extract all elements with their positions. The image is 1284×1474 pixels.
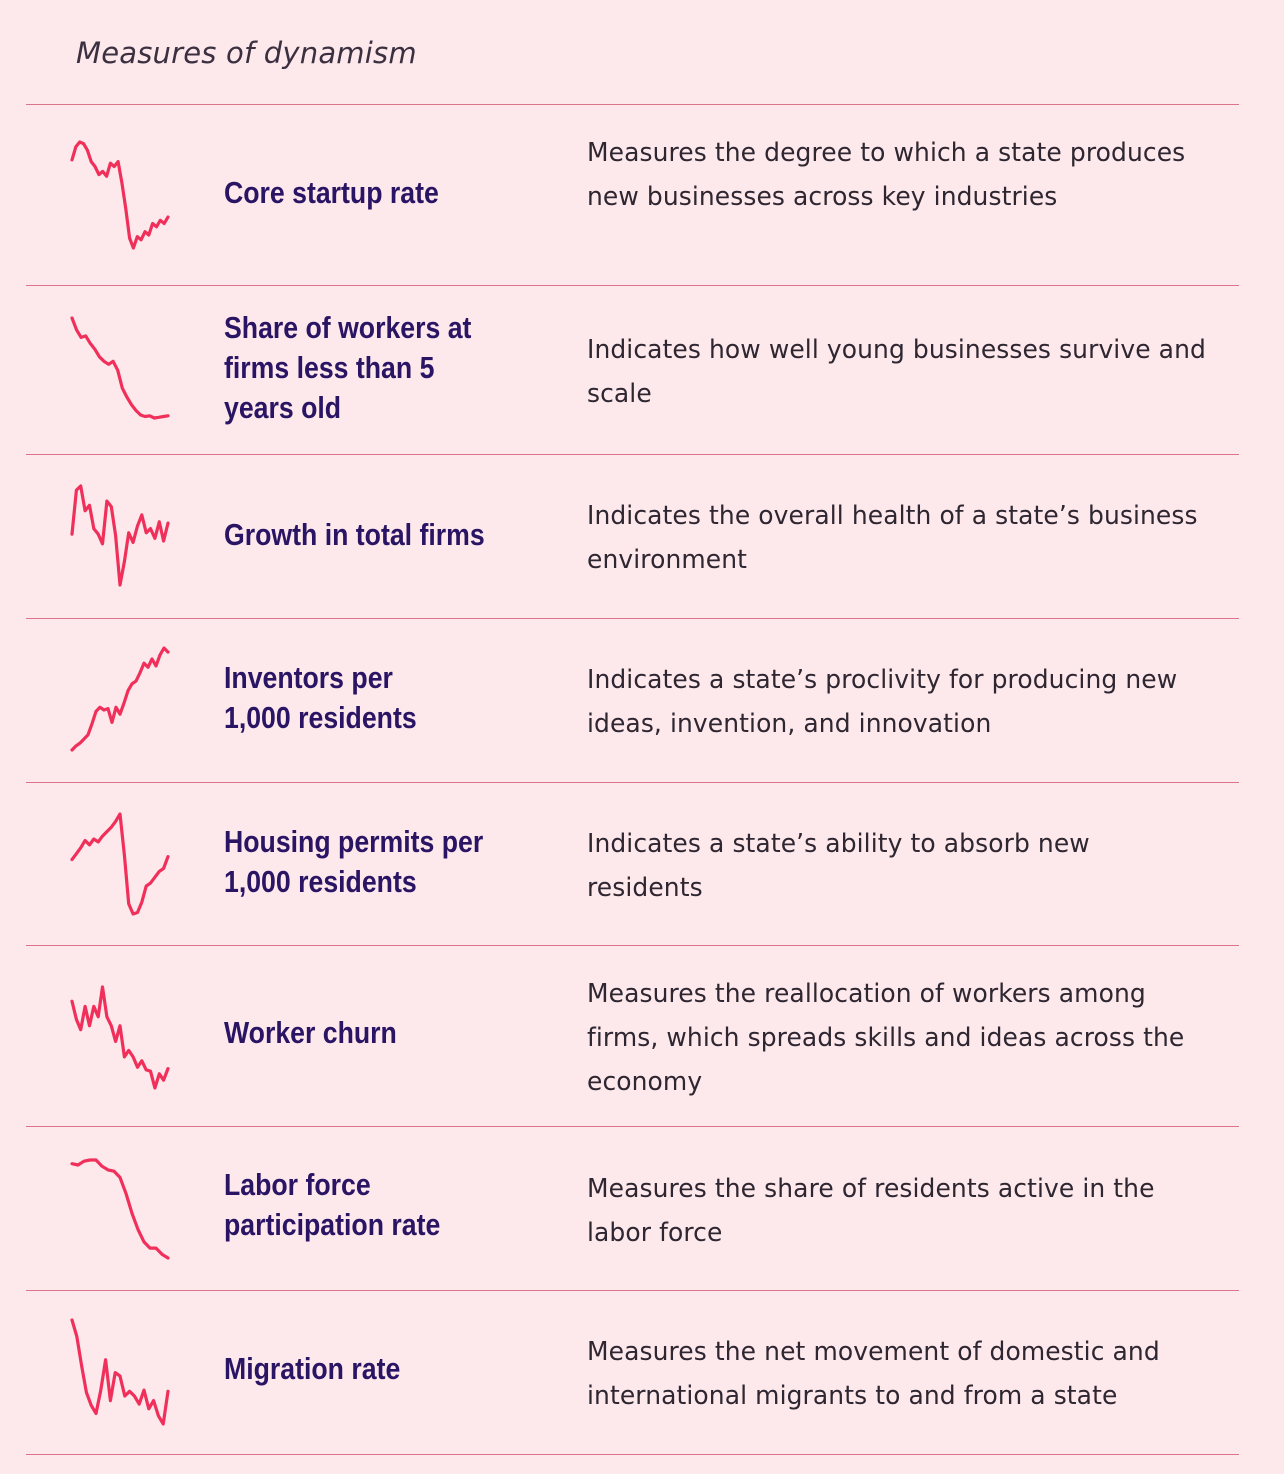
row-divider: [26, 104, 1239, 105]
sparkline-series: [70, 484, 170, 587]
sparkline-series: [70, 1318, 170, 1426]
row-divider: [26, 782, 1239, 783]
sparkline-chart: [70, 140, 170, 250]
row-divider: [26, 1126, 1239, 1127]
metric-title: Share of workers at firms less than 5 ye…: [224, 310, 472, 425]
metric-title: Housing permits per 1,000 residents: [224, 824, 484, 899]
row-divider: [26, 285, 1239, 286]
metric-description: Indicates a state’s ability to absorb ne…: [587, 829, 1090, 903]
row-divider: [26, 454, 1239, 455]
sparkline-chart: [70, 1158, 170, 1260]
metric-title: Worker churn: [224, 1015, 397, 1050]
sparkline-series: [70, 985, 170, 1090]
row-divider: [26, 618, 1239, 619]
page-title: Measures of dynamism: [76, 36, 417, 70]
metric-description: Indicates a state’s proclivity for produ…: [587, 665, 1178, 739]
sparkline-series: [70, 140, 170, 250]
row-divider: [26, 1454, 1239, 1455]
metric-title: Labor force participation rate: [224, 1167, 441, 1242]
sparkline-chart: [70, 985, 170, 1090]
sparkline-chart: [70, 812, 170, 916]
metric-description: Measures the reallocation of workers amo…: [587, 979, 1185, 1097]
metric-description: Indicates how well young businesses surv…: [587, 335, 1206, 409]
metric-description: Indicates the overall health of a state’…: [587, 501, 1198, 575]
metric-title: Inventors per 1,000 residents: [224, 660, 417, 735]
sparkline-chart: [70, 646, 170, 752]
metric-description: Measures the net movement of domestic an…: [587, 1337, 1160, 1411]
sparkline-chart: [70, 316, 170, 420]
sparkline-series: [70, 646, 170, 752]
sparkline-series: [70, 1158, 170, 1260]
metric-title: Core startup rate: [224, 175, 439, 210]
metric-title: Migration rate: [224, 1351, 401, 1386]
row-divider: [26, 1290, 1239, 1291]
sparkline-series: [70, 812, 170, 916]
metric-title: Growth in total firms: [224, 517, 485, 552]
sparkline-series: [70, 316, 170, 420]
metric-description: Measures the share of residents active i…: [587, 1174, 1155, 1248]
row-divider: [26, 945, 1239, 946]
metric-description: Measures the degree to which a state pro…: [587, 138, 1186, 212]
sparkline-chart: [70, 1318, 170, 1426]
sparkline-chart: [70, 484, 170, 587]
